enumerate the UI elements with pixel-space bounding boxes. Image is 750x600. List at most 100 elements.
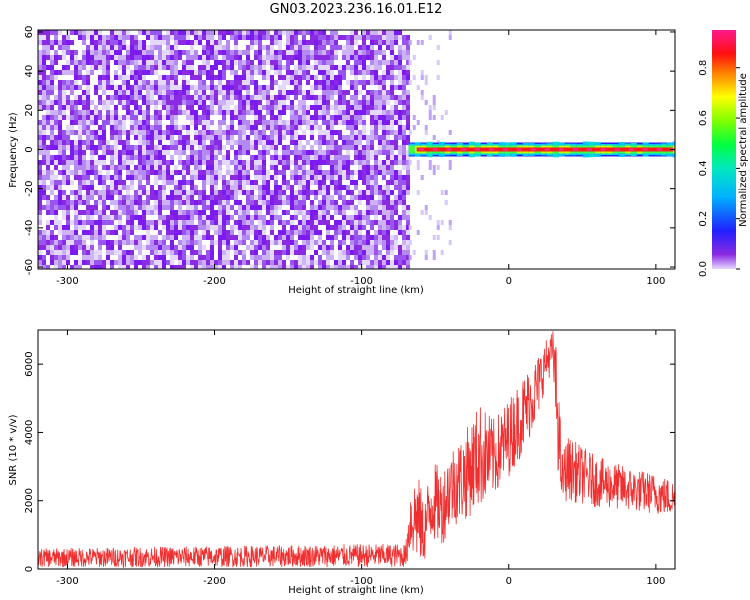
spectrogram-cell	[126, 50, 130, 55]
spectrogram-cell	[322, 240, 326, 245]
spectrogram-cell	[408, 40, 412, 45]
spectrogram-cell	[262, 195, 266, 200]
spectrogram-cell	[106, 165, 110, 170]
spectrogram-cell	[42, 40, 46, 45]
spectrogram-cell	[78, 130, 82, 135]
spectrogram-cell	[362, 130, 366, 135]
spectrogram-cell	[266, 140, 270, 145]
spectrogram-cell	[142, 235, 146, 240]
spectrogram-cell	[270, 250, 274, 255]
spectrogram-cell	[374, 100, 378, 105]
spectrogram-cell	[270, 55, 274, 60]
spectrogram-cell	[194, 240, 198, 245]
spectrogram-cell	[186, 110, 190, 115]
spectrogram-cell	[310, 145, 314, 150]
spectrogram-cell	[298, 205, 302, 210]
spectrogram-cell	[162, 235, 166, 240]
spectrogram-cell	[90, 65, 94, 70]
spectrogram-cell	[186, 155, 190, 160]
spectrogram-cell	[234, 155, 238, 160]
spectrogram-cell	[234, 210, 238, 215]
spectrogram-cell	[78, 245, 82, 250]
spectrogram-cell	[342, 235, 346, 240]
spectrogram-cell	[122, 210, 126, 215]
spectrogram-cell	[222, 70, 226, 75]
spectrogram-cell	[246, 195, 250, 200]
spectrogram-cell	[318, 70, 322, 75]
spectrogram-cell	[338, 165, 342, 170]
spectrogram-cell	[218, 35, 222, 40]
spectrogram-cell	[390, 155, 394, 160]
spectrogram-cell	[162, 130, 166, 135]
spectrogram-cell	[382, 55, 386, 60]
spectrogram-cell	[374, 55, 378, 60]
spectrogram-cell	[74, 160, 78, 165]
spectrogram-cell	[306, 260, 310, 265]
spectrogram-cell	[370, 80, 374, 85]
spectrogram-cell	[90, 100, 94, 105]
spectrogram-cell	[322, 170, 326, 175]
spectrogram-cell	[298, 230, 302, 235]
spectrogram-cell	[78, 95, 82, 100]
spectrogram-cell	[110, 175, 114, 180]
spectrogram-cell	[158, 90, 162, 95]
spectrogram-cell	[138, 110, 142, 115]
spectrogram-cell	[342, 240, 346, 245]
spectrogram-cell	[330, 200, 334, 205]
spectrogram-cell	[258, 30, 262, 35]
spectrogram-cell	[58, 95, 62, 100]
spectrogram-cell	[90, 50, 94, 55]
spectrogram-cell	[238, 170, 242, 175]
spectrogram-cell	[146, 130, 150, 135]
spectrogram-cell	[302, 155, 306, 160]
spectrogram-cell	[126, 220, 130, 225]
spectrogram-cell	[378, 60, 382, 65]
spectrogram-cell	[106, 140, 110, 145]
spectrogram-cell	[254, 165, 258, 170]
spectrogram-cell	[46, 105, 50, 110]
spectrogram-cell	[42, 155, 46, 160]
spectrogram-cell	[282, 265, 286, 269]
spectrogram-cell	[86, 165, 90, 170]
spectrogram-cell	[134, 235, 138, 240]
spectrogram-cell	[262, 160, 266, 165]
spectrogram-cell	[270, 230, 274, 235]
spectrogram-cell	[214, 140, 218, 145]
spectrogram-cell	[130, 90, 134, 95]
spectrogram-cell	[186, 210, 190, 215]
spectrogram-cell	[150, 55, 154, 60]
spectrogram-cell	[54, 125, 58, 130]
spectrogram-cell	[326, 195, 330, 200]
spectrogram-cell	[254, 140, 258, 145]
spectrogram-cell	[350, 130, 354, 135]
spectrogram-cell	[330, 95, 334, 100]
spectrogram-cell	[362, 65, 366, 70]
spectrogram-cell	[314, 215, 318, 220]
spectrogram-cell	[362, 30, 366, 35]
spectrogram-cell	[186, 55, 190, 60]
spectrogram-cell	[118, 95, 122, 100]
spectrogram-cell	[386, 205, 390, 210]
spectrogram-cell	[126, 85, 130, 90]
spectrogram-cell	[210, 235, 214, 240]
signal-band-peak	[544, 148, 550, 151]
spectrogram-cell	[306, 265, 310, 269]
spectrogram-cell	[190, 60, 194, 65]
spectrogram-cell	[432, 235, 436, 240]
spectrogram-cell	[186, 35, 190, 40]
spectrogram-cell	[118, 235, 122, 240]
spectrogram-cell	[86, 170, 90, 175]
spectrogram-cell	[342, 185, 346, 190]
spectrogram-cell	[314, 160, 318, 165]
spectrogram-cell	[134, 125, 138, 130]
spectrogram-cell	[238, 110, 242, 115]
spectrogram-cell	[122, 185, 126, 190]
spectrogram-cell	[94, 230, 98, 235]
spectrogram-cell	[66, 175, 70, 180]
spectrogram-cell	[274, 190, 278, 195]
spectrogram-cell	[294, 45, 298, 50]
spectrogram-cell	[166, 145, 170, 150]
spectrogram-cell	[202, 145, 206, 150]
spectrogram-cell	[146, 165, 150, 170]
spectrogram-cell	[102, 60, 106, 65]
